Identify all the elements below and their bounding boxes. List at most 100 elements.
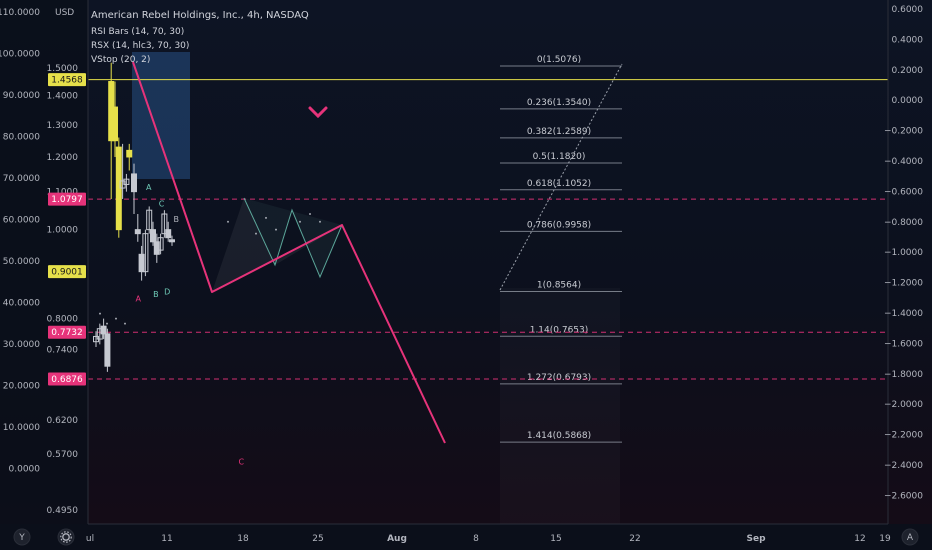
vstop-dots: [99, 213, 321, 325]
time-axis-tick: 12: [854, 534, 865, 544]
pattern-point-label: D: [164, 287, 170, 296]
vstop-dot: [227, 220, 229, 223]
fib-level-label: 1.414(0.5868): [527, 431, 591, 441]
right-axis-tick: 0.2000: [892, 66, 924, 76]
candle-body: [169, 239, 175, 243]
fib-level-label: 0.236(1.3540): [527, 98, 591, 108]
indicator-rsi-bars[interactable]: RSI Bars (14, 70, 30): [91, 27, 184, 37]
time-axis-tick: 19: [879, 534, 891, 544]
candle-body: [131, 173, 137, 193]
fib-level-label: 1(0.8564): [537, 280, 581, 290]
price-tag-label: 1.0797: [51, 195, 83, 205]
chart-title: American Rebel Holdings, Inc., 4h, NASDA…: [91, 10, 309, 21]
price-axis-tick: 1.0000: [47, 226, 79, 236]
fib-level-label: 0.786(0.9958): [527, 220, 591, 230]
fib-level-label: 1.14(0.7653): [530, 325, 589, 335]
vstop-highlight-zone: [132, 52, 190, 179]
vstop-dot: [299, 220, 301, 223]
pattern-point-label: C: [159, 199, 165, 208]
right-axis-tick: −2.6000: [884, 491, 923, 501]
left-axis-tick: 40.0000: [3, 299, 40, 309]
right-axis-tick: −2.0000: [884, 400, 923, 410]
fib-trendline: [499, 63, 623, 291]
time-axis-tick: 11: [161, 534, 172, 544]
right-axis-tick: 0.0000: [892, 96, 924, 106]
indicator-rsx[interactable]: RSX (14, hlc3, 70, 30): [91, 41, 189, 51]
abc-pattern-line: [132, 61, 446, 444]
time-axis-tick: 18: [237, 534, 249, 544]
left-axis-tick: 70.0000: [3, 174, 40, 184]
time-axis-labels: ul 11 18 25 Aug 8 15 22 Sep 12 19: [86, 534, 891, 544]
fib-level-label: 0.618(1.1052): [527, 179, 591, 189]
candle-body: [100, 325, 107, 335]
vstop-dot: [255, 232, 257, 235]
price-axis-tick: 1.2000: [47, 153, 79, 163]
vstop-dot: [115, 317, 117, 320]
price-axis-tick: 1.3000: [47, 121, 79, 131]
price-tag-lines: [88, 198, 888, 380]
right-axis-tick: −0.4000: [884, 157, 923, 167]
vstop-dot: [106, 322, 108, 325]
time-axis-tick: 15: [550, 534, 561, 544]
left-axis-tick: 90.0000: [3, 91, 40, 101]
price-tag: [48, 73, 86, 87]
right-axis-tick: −2.2000: [884, 431, 923, 441]
left-axis-tick: 50.0000: [3, 257, 40, 267]
left-axis-tick: 10.0000: [3, 423, 40, 433]
left-axis-labels: 110.0000 100.0000 90.0000 80.0000 70.0000 60.…: [0, 8, 40, 475]
candle-body: [150, 229, 156, 243]
price-tag: [48, 265, 86, 279]
time-axis-tick: Aug: [387, 534, 407, 544]
price-axis-tick: 1.5000: [47, 64, 79, 74]
fib-level-label: 0(1.5076): [537, 55, 581, 65]
price-axis-tick: 0.4950: [47, 506, 79, 516]
gear-icon[interactable]: [57, 528, 75, 546]
auto-scale-button[interactable]: A: [901, 528, 919, 546]
wave-fill: [212, 197, 343, 292]
left-axis-tick: 110.0000: [0, 8, 40, 18]
pattern-point-label: B: [153, 290, 159, 299]
right-axis-tick: −1.4000: [884, 309, 923, 319]
pattern-point-label: A: [146, 183, 152, 192]
right-axis-tick: 0.6000: [892, 5, 924, 15]
price-axis-tick: 0.6200: [47, 416, 79, 426]
time-axis-tick: 8: [473, 534, 479, 544]
vstop-dot: [309, 213, 311, 216]
candles: [93, 62, 175, 372]
price-axis-tick: 0.7400: [47, 346, 79, 356]
price-tag: [48, 325, 86, 339]
auto-scale-button-label: A: [907, 533, 914, 543]
candle-body: [157, 237, 164, 251]
time-axis-tick: Sep: [746, 534, 766, 544]
candle-body: [165, 229, 172, 239]
left-axis-tick: 30.0000: [3, 340, 40, 350]
candle-body: [161, 213, 168, 235]
candle-body: [146, 209, 153, 231]
price-tag-label: 0.9001: [51, 268, 83, 278]
left-scale-button[interactable]: Y: [13, 528, 31, 546]
price-tag: [48, 372, 86, 386]
chevron-down-icon: [308, 106, 328, 119]
time-axis-panel: [0, 524, 932, 550]
indicator-vstop[interactable]: VStop (20, 2): [91, 55, 150, 65]
vstop-dot: [99, 312, 101, 315]
right-axis-tick: −2.4000: [884, 461, 923, 471]
vstop-dot: [124, 322, 126, 325]
candle-body: [142, 233, 149, 273]
right-axis-tick: −0.2000: [884, 127, 923, 137]
fib-level-label: 0.5(1.1820): [533, 152, 586, 162]
price-tag-label: 0.6876: [51, 375, 83, 385]
fib-level-label: 0.382(1.2589): [527, 127, 591, 137]
left-axis-tick: 80.0000: [3, 133, 40, 143]
candle-body: [134, 229, 141, 235]
fib-level-label: 1.272(0.6793): [527, 373, 591, 383]
right-axis-tick: −1.0000: [884, 248, 923, 258]
price-axis-tick: 1.4000: [47, 92, 79, 102]
candle-body: [138, 253, 145, 273]
left-axis-panel: [0, 0, 88, 524]
vstop-dot: [265, 216, 267, 219]
price-tag: [48, 192, 86, 206]
right-axis-tick: −1.2000: [884, 279, 923, 289]
